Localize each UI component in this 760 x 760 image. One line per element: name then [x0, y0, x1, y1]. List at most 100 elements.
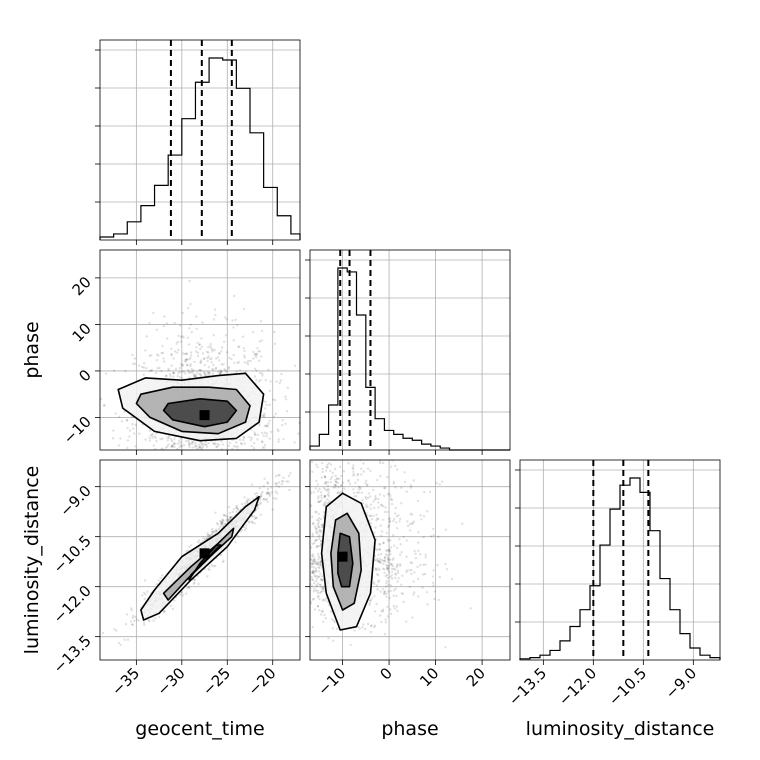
sample-point [386, 556, 389, 559]
sample-point [223, 514, 226, 517]
sample-point [178, 366, 181, 370]
sample-point [192, 372, 195, 376]
sample-point [383, 590, 386, 593]
sample-point [414, 552, 417, 555]
sample-point [204, 373, 207, 376]
sample-point [372, 488, 375, 492]
sample-point [399, 564, 402, 568]
sample-point [379, 474, 382, 478]
sample-point [352, 488, 355, 491]
sample-point [387, 571, 391, 574]
sample-point [424, 553, 427, 556]
sample-point [181, 377, 184, 380]
sample-point [311, 571, 314, 574]
sample-point [384, 574, 387, 578]
sample-point [219, 371, 222, 374]
sample-point [377, 560, 380, 563]
sample-point [369, 514, 373, 517]
sample-point [387, 558, 390, 561]
sample-point [218, 351, 221, 355]
sample-point [336, 477, 339, 480]
sample-point [323, 475, 327, 478]
sample-point [268, 419, 271, 423]
sample-point [392, 517, 396, 521]
sample-point [182, 352, 185, 355]
sample-point [381, 518, 385, 521]
sample-point [152, 619, 155, 622]
sample-point [312, 491, 315, 494]
sample-point [369, 507, 372, 510]
sample-point [377, 497, 380, 501]
sample-point [368, 514, 372, 518]
sample-point [323, 494, 326, 498]
sample-point [145, 367, 148, 370]
sample-point [320, 496, 323, 500]
sample-point [395, 468, 399, 471]
sample-point [204, 440, 208, 444]
sample-point [181, 364, 184, 367]
sample-point [161, 574, 164, 577]
sample-point [312, 589, 315, 593]
sample-point [318, 537, 321, 541]
sample-point [211, 348, 214, 351]
sample-point [227, 519, 230, 522]
sample-point [444, 646, 447, 649]
sample-point [133, 432, 136, 435]
sample-point [152, 311, 155, 315]
sample-point [229, 516, 232, 519]
sample-point [399, 543, 402, 546]
sample-point [395, 605, 398, 608]
sample-point [340, 484, 343, 488]
sample-point [181, 370, 184, 373]
sample-point [112, 369, 116, 372]
sample-point [163, 315, 166, 318]
sample-point [321, 587, 324, 591]
sample-point [259, 502, 262, 506]
sample-point [162, 324, 166, 328]
sample-point [144, 593, 147, 596]
sample-point [268, 437, 271, 440]
sample-point [206, 575, 209, 578]
sample-point [410, 561, 414, 565]
sample-point [188, 371, 191, 375]
sample-point [148, 436, 151, 439]
sample-point [288, 488, 291, 492]
sample-point [437, 535, 440, 538]
sample-point [317, 512, 320, 516]
sample-point [314, 487, 317, 490]
sample-point [317, 566, 320, 569]
sample-point [374, 568, 378, 571]
y-axis-label-phase: phase [21, 321, 43, 378]
sample-point [401, 592, 405, 595]
sample-point [377, 501, 380, 504]
sample-point [169, 604, 172, 607]
sample-point [242, 436, 245, 439]
sample-point [181, 594, 185, 597]
sample-point [194, 441, 197, 445]
sample-point [351, 466, 354, 469]
sample-point [173, 350, 177, 353]
sample-point [277, 481, 281, 484]
sample-point [310, 558, 313, 561]
sample-point [320, 578, 323, 582]
sample-point [189, 357, 192, 360]
sample-point [176, 374, 179, 378]
sample-point [360, 467, 363, 470]
sample-point [227, 366, 231, 369]
sample-point [223, 340, 226, 343]
sample-point [207, 366, 210, 369]
sample-point [228, 441, 232, 445]
sample-point [263, 424, 266, 428]
sample-point [150, 354, 153, 357]
sample-point [365, 497, 368, 500]
sample-point [222, 363, 225, 366]
sample-point [432, 534, 435, 537]
sample-point [207, 345, 210, 349]
sample-point [320, 494, 323, 497]
sample-point [189, 323, 192, 326]
sample-point [168, 373, 172, 376]
sample-point [318, 556, 321, 559]
sample-point [133, 615, 137, 618]
sample-point [124, 623, 128, 626]
scatter-geocent-time-vs-phase-points [100, 279, 300, 450]
